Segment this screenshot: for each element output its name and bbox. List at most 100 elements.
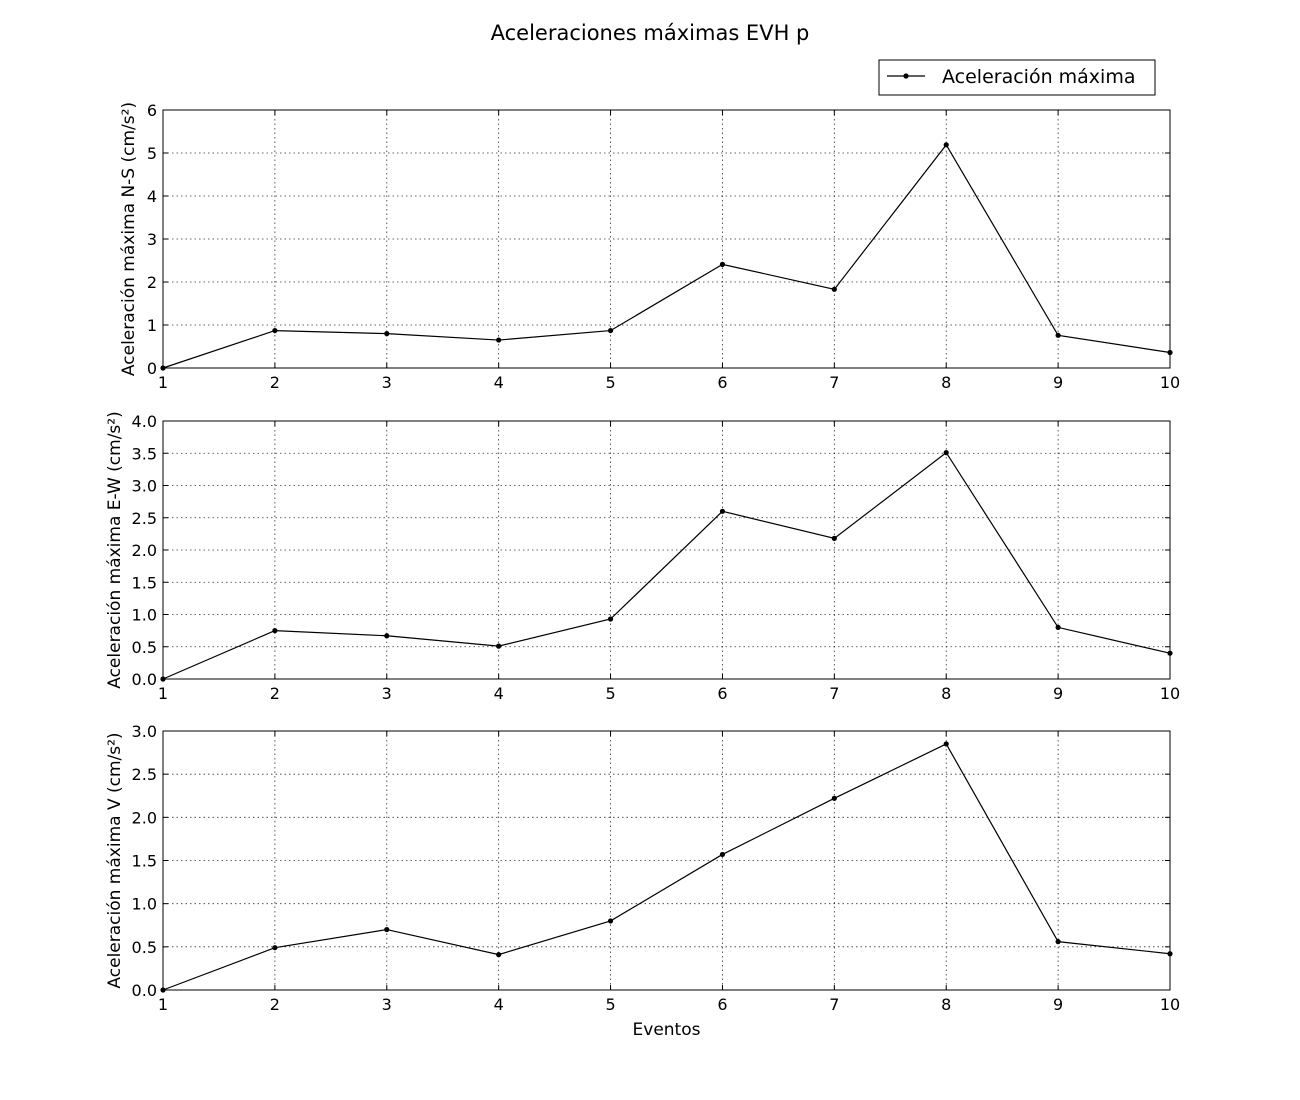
data-point	[719, 261, 726, 267]
data-point	[607, 918, 614, 924]
y-tick-label: 6	[147, 101, 157, 120]
data-point	[831, 286, 837, 292]
data-point	[831, 535, 837, 541]
y-tick-label: 3	[147, 230, 157, 249]
data-point	[1167, 650, 1173, 656]
data-point	[607, 327, 614, 334]
legend: Aceleración máxima	[878, 59, 1156, 96]
series-line	[162, 743, 1171, 991]
x-tick-label: 6	[717, 684, 727, 703]
data-point	[272, 628, 278, 634]
x-tick-label: 9	[1053, 995, 1063, 1014]
series-line	[162, 451, 1171, 680]
data-point	[272, 945, 278, 951]
x-tick-label: 9	[1053, 373, 1063, 392]
data-point	[160, 987, 166, 993]
x-tick-label: 4	[494, 995, 504, 1014]
data-point	[384, 633, 390, 639]
data-point	[384, 331, 390, 337]
y-tick-label: 1.0	[132, 606, 157, 625]
data-point	[1167, 349, 1173, 356]
legend-box	[878, 59, 1156, 96]
axes-frame	[162, 109, 1171, 369]
y-axis-label: Aceleración máxima E-W (cm/s²)	[105, 411, 125, 689]
x-tick-label: 6	[717, 995, 727, 1014]
y-tick-label: 1	[147, 316, 157, 335]
x-tick-label: 9	[1053, 684, 1063, 703]
x-tick-label: 10	[1160, 995, 1180, 1014]
y-tick-label: 2.0	[132, 808, 157, 827]
y-tick-label: 2	[147, 273, 157, 292]
y-tick-label: 3.0	[132, 722, 157, 741]
data-point	[719, 508, 726, 514]
x-tick-label: 10	[1160, 373, 1180, 392]
data-point	[496, 643, 502, 649]
axes-frame	[162, 730, 1171, 991]
data-point	[943, 142, 949, 148]
x-tick-label: 3	[382, 995, 392, 1014]
x-tick-label: 7	[829, 995, 839, 1014]
series-line	[162, 143, 1171, 369]
data-point	[719, 851, 726, 858]
x-tick-label: 1	[158, 684, 168, 703]
y-tick-label: 0	[147, 359, 157, 378]
x-tick-label: 4	[494, 373, 504, 392]
x-tick-label: 2	[270, 373, 280, 392]
x-tick-label: 2	[270, 995, 280, 1014]
x-tick-label: 5	[605, 373, 615, 392]
x-tick-label: 2	[270, 684, 280, 703]
x-tick-label: 10	[1160, 684, 1180, 703]
y-tick-label: 0.5	[132, 638, 157, 657]
y-tick-label: 5	[147, 144, 157, 163]
data-point	[1167, 951, 1173, 957]
y-tick-label: 0.5	[132, 938, 157, 957]
y-tick-label: 4.0	[132, 412, 157, 431]
y-tick-label: 3.5	[132, 444, 157, 463]
y-tick-label: 1.5	[132, 573, 157, 592]
axes-frame	[162, 420, 1171, 680]
data-point	[831, 795, 837, 801]
data-point	[160, 676, 166, 682]
data-point	[496, 337, 502, 343]
data-point	[607, 616, 614, 622]
legend-marker-swatch	[903, 73, 909, 79]
x-tick-label: 1	[158, 995, 168, 1014]
y-tick-label: 3.0	[132, 477, 157, 496]
x-axis-label: Eventos	[633, 1020, 701, 1040]
x-tick-label: 8	[941, 373, 951, 392]
y-tick-label: 2.0	[132, 541, 157, 560]
x-tick-label: 6	[717, 373, 727, 392]
y-tick-label: 0.0	[132, 670, 157, 689]
figure-title: Aceleraciones máximas EVH p	[491, 21, 810, 45]
data-point	[160, 365, 166, 371]
x-tick-label: 4	[494, 684, 504, 703]
x-tick-label: 7	[829, 684, 839, 703]
data-point	[272, 327, 278, 334]
x-tick-label: 7	[829, 373, 839, 392]
x-tick-label: 3	[382, 684, 392, 703]
legend-label: Aceleración máxima	[942, 66, 1135, 88]
y-axis-label: Aceleración máxima N-S (cm/s²)	[119, 102, 139, 376]
y-tick-label: 1.0	[132, 895, 157, 914]
data-point	[1055, 624, 1061, 631]
y-tick-label: 0.0	[132, 981, 157, 1000]
x-tick-label: 5	[605, 995, 615, 1014]
data-point	[1055, 332, 1061, 338]
y-tick-label: 2.5	[132, 509, 157, 528]
x-tick-label: 3	[382, 373, 392, 392]
y-tick-label: 4	[147, 187, 157, 206]
y-axis-label: Aceleración máxima V (cm/s²)	[105, 732, 125, 988]
data-point	[1055, 939, 1061, 945]
data-point	[943, 450, 949, 456]
x-tick-label: 8	[941, 995, 951, 1014]
x-tick-label: 5	[605, 684, 615, 703]
data-point	[496, 952, 502, 958]
y-tick-label: 2.5	[132, 765, 157, 784]
subplot-3: 1 2 3 4 5 6 7 8 9 10 0.0 0.5 1.0 1.5 2.0 2.5 3.0 Acelerac…	[105, 722, 1180, 1040]
x-tick-label: 8	[941, 684, 951, 703]
data-point	[943, 741, 949, 747]
x-tick-label: 1	[158, 373, 168, 392]
